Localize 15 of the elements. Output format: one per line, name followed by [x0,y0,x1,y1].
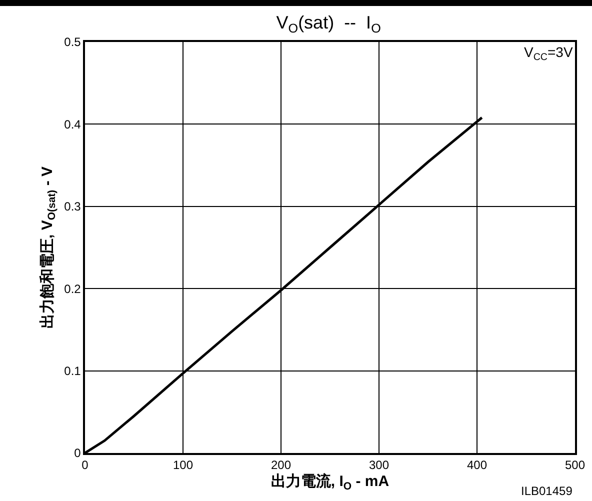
annotation: V$_{CC}$=3V [524,44,574,63]
y-tick-label: 0.5 [64,35,82,50]
chart-title: V$_{O}$(sat) -- I$_{O}$ [276,12,382,36]
x-tick-label: 400 [466,458,488,472]
y-tick-label: 0.4 [64,117,82,132]
y-tick-label: 0.1 [64,364,82,378]
x-tick-label: 300 [368,458,390,472]
x-tick-label: 200 [270,458,292,472]
x-axis-title: 出力電流, I$_{O}$ - mA [270,472,390,492]
y-tick-label: 0.3 [64,200,82,214]
x-tick-label: 100 [172,458,194,472]
y-tick-label: 0 [74,446,82,460]
x-tick-label: 500 [564,458,586,472]
y-tick-label: 0.2 [64,282,82,296]
text: ILB01459 [521,484,573,498]
